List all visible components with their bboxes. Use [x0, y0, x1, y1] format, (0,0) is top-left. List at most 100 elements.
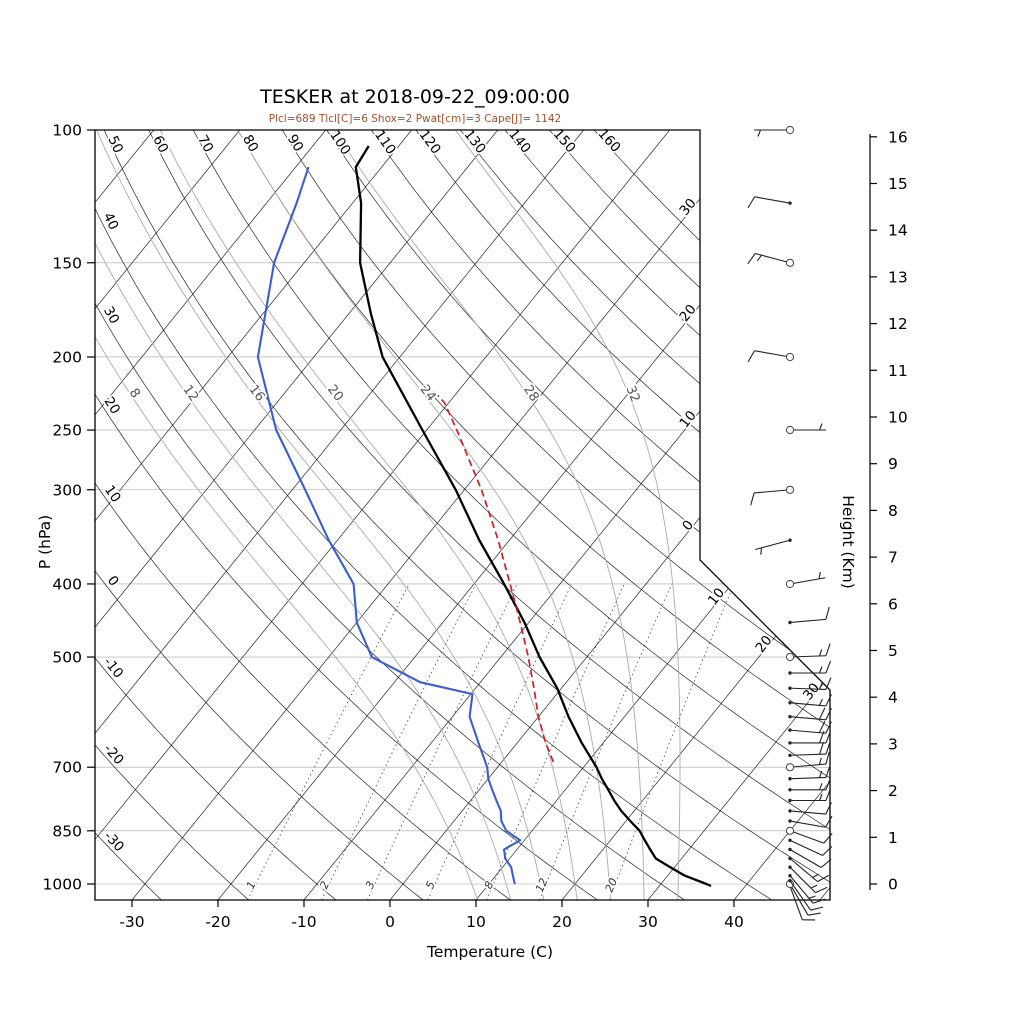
grid-label: 28	[520, 383, 542, 405]
wind-barb	[785, 571, 826, 589]
pressure-tick-label: 850	[52, 822, 82, 840]
grid-label: 8	[126, 386, 143, 401]
grid-label: 8	[482, 879, 497, 891]
grid-label: 110	[371, 127, 399, 157]
grid-label: 20	[324, 382, 346, 404]
wind-barb	[788, 847, 832, 868]
temperature-axis-label: Temperature (C)	[426, 943, 554, 961]
wind-barb	[750, 485, 795, 506]
height-tick-label: 6	[888, 595, 898, 613]
grid-label: 30	[800, 680, 823, 703]
wind-barb	[788, 788, 832, 803]
pressure-axis-label: P (hPa)	[36, 514, 54, 570]
wind-barb	[785, 643, 831, 662]
temperature-tick-label: 20	[552, 913, 572, 931]
grid-label: 10	[676, 408, 699, 431]
wind-barb	[785, 423, 826, 435]
wind-barb	[788, 777, 832, 792]
wind-barb	[788, 741, 831, 757]
grid-label: 120	[416, 127, 444, 157]
wind-barb	[788, 707, 832, 721]
grid-label: -10	[100, 654, 126, 681]
temperature-tick-label: 40	[724, 913, 744, 931]
temperature-curve	[354, 145, 712, 888]
wind-barb	[788, 720, 832, 734]
grid-label: 20	[752, 633, 775, 656]
pressure-tick-label: 400	[52, 575, 82, 593]
pressure-tick-label: 1000	[43, 876, 82, 894]
isobar-grid	[95, 130, 830, 885]
temperature-tick-label: 30	[638, 913, 658, 931]
grid-label: 40	[100, 210, 122, 232]
isotherm-grid	[95, 130, 830, 900]
wind-barb	[788, 694, 832, 707]
wind-barb	[788, 802, 832, 815]
grid-label: 70	[194, 133, 216, 156]
wind-barb	[788, 838, 833, 857]
grid-label: 1	[244, 879, 259, 891]
temperature-tick-label: -20	[205, 913, 230, 931]
pressure-tick-label: 150	[52, 254, 82, 272]
grid-label: 10	[101, 482, 124, 505]
temperature-tick-label: 0	[385, 913, 395, 931]
chart-title: TESKER at 2018-09-22_09:00:00	[260, 86, 570, 108]
height-tick-label: 10	[888, 409, 908, 427]
wind-barb	[788, 879, 824, 911]
pressure-tick-label: 250	[52, 422, 82, 440]
wind-barb	[788, 660, 832, 675]
grid-label: 80	[239, 132, 261, 155]
mixing-ratio-grid	[247, 583, 735, 900]
wind-barb	[788, 865, 828, 894]
pressure-tick-label: 200	[52, 348, 82, 366]
dewpoint-curve	[256, 166, 522, 885]
wind-barb	[785, 826, 833, 844]
grid-label: 20	[676, 302, 699, 325]
temperature-tick-label: -10	[291, 913, 316, 931]
wind-barb-column	[747, 125, 833, 921]
height-tick-label: 2	[888, 782, 898, 800]
grid-label: 130	[460, 127, 488, 157]
height-tick-label: 11	[888, 362, 908, 380]
pressure-tick-label: 100	[52, 122, 82, 140]
temperature-tick-label: -30	[119, 913, 144, 931]
grid-label: 30	[676, 195, 699, 218]
height-tick-label: 7	[888, 549, 898, 567]
moist-adiabat-grid	[95, 130, 681, 900]
grid-label: 3	[363, 879, 378, 891]
wind-barb	[747, 196, 792, 209]
grid-label: 20	[101, 394, 124, 417]
height-tick-label: 8	[888, 502, 898, 520]
grid-label: 0	[679, 517, 697, 534]
wind-barb	[747, 252, 795, 267]
height-tick-label: 5	[888, 642, 898, 660]
chart-subtitle: Plcl=689 Tlcl[C]=6 Shox=2 Pwat[cm]=3 Cap…	[268, 113, 562, 125]
height-tick-label: 15	[888, 175, 908, 193]
wind-barb	[755, 538, 792, 555]
plot-area	[95, 130, 830, 900]
grid-label: 24	[417, 382, 439, 404]
height-axis-label: Height (Km)	[839, 495, 857, 589]
wind-barb	[788, 765, 831, 781]
grid-label: 12	[179, 382, 201, 404]
height-tick-label: 13	[888, 268, 908, 286]
height-tick-label: 0	[888, 876, 898, 894]
height-tick-label: 1	[888, 829, 898, 847]
wind-barb	[754, 125, 795, 137]
height-tick-label: 3	[888, 735, 898, 753]
wind-barb	[788, 874, 826, 904]
grid-label: 140	[505, 126, 534, 156]
height-tick-label: 12	[888, 315, 908, 333]
height-tick-label: 14	[888, 222, 908, 240]
pressure-tick-label: 300	[52, 481, 82, 499]
wind-barb	[785, 751, 830, 772]
wind-barb	[785, 879, 821, 916]
plot-frame	[94, 129, 831, 901]
pressure-tick-label: 700	[52, 759, 82, 777]
height-tick-label: 9	[888, 455, 898, 473]
wind-barb	[747, 350, 795, 363]
grid-label: 10	[705, 585, 728, 608]
grid-label: 5	[423, 879, 438, 891]
